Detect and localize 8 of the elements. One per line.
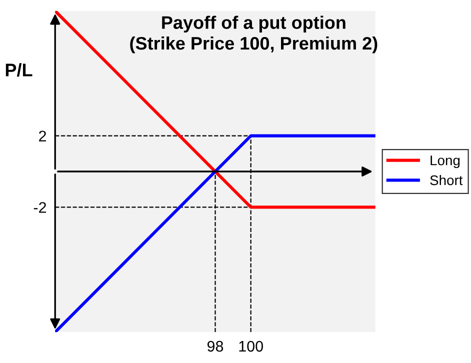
legend-label: Short — [430, 174, 463, 186]
y-tick-label: 2 — [39, 130, 46, 142]
y-tick-label: -2 — [34, 202, 46, 213]
text: Payoff of a put option (Strike Price 100, Premium 2) — [130, 16, 378, 54]
legend-label: Long — [430, 156, 460, 168]
x-tick-label: 100 — [239, 340, 263, 352]
x-tick-label: 98 — [207, 340, 224, 352]
y-axis-title: P/L — [6, 63, 32, 77]
